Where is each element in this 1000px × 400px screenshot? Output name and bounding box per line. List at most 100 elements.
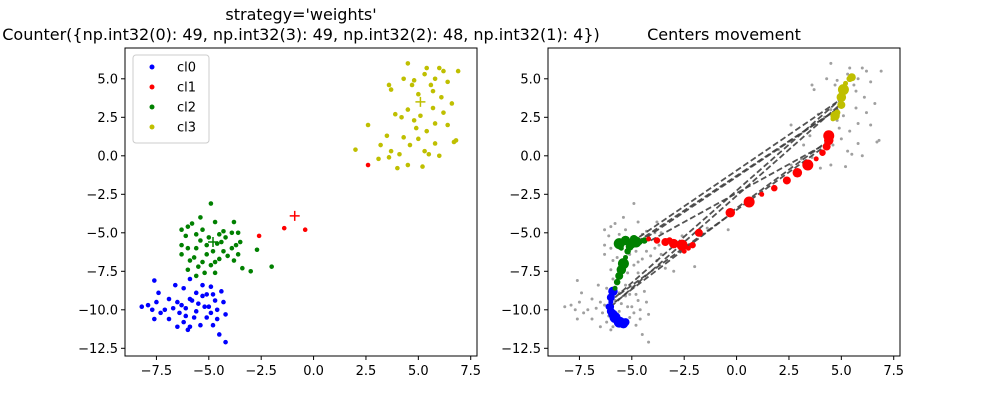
point-cl0 (183, 305, 189, 311)
point-cl3 (401, 135, 406, 140)
point-cl3 (416, 136, 421, 142)
point-cl3 (436, 153, 442, 159)
movement-line (645, 105, 842, 239)
background-point (603, 252, 607, 256)
point-cl0 (166, 316, 172, 322)
point-cl0 (181, 285, 186, 291)
background-point (605, 286, 609, 290)
point-cl0 (152, 316, 157, 322)
point-cl2 (216, 232, 222, 237)
background-point (860, 154, 864, 158)
background-point (854, 106, 858, 110)
point-cl3 (384, 133, 390, 139)
point-cl0 (204, 292, 210, 297)
background-point (617, 232, 621, 236)
y-tick-label: −12.5 (501, 342, 541, 357)
y-tick-label: −12.5 (78, 342, 118, 357)
background-point (580, 291, 584, 295)
point-cl3 (376, 156, 381, 162)
point-cl3 (407, 142, 413, 148)
point-cl2 (200, 227, 205, 233)
background-point (607, 234, 611, 238)
background-point (611, 277, 615, 281)
background-point (609, 225, 613, 229)
point-cl3 (441, 110, 446, 115)
point-cl0 (223, 339, 228, 345)
point-cl0 (156, 290, 161, 296)
background-point (852, 83, 856, 87)
point-cl2 (193, 232, 199, 237)
point-cl2 (210, 248, 216, 254)
point-cl3 (405, 61, 411, 66)
background-point (657, 243, 661, 247)
point-cl0 (216, 332, 222, 337)
point-cl0 (223, 312, 228, 317)
y-tick-label: 0.0 (520, 149, 541, 164)
legend-marker-cl1 (149, 84, 155, 90)
background-point (655, 220, 659, 224)
point-cl3 (386, 155, 392, 160)
point-cl2 (237, 239, 243, 245)
point-cl2 (269, 264, 274, 269)
point-cl0 (210, 292, 216, 297)
background-point (833, 83, 837, 87)
x-tick-label: −7.5 (141, 364, 173, 379)
background-point (808, 134, 812, 138)
center-position (792, 167, 803, 178)
point-cl3 (416, 91, 421, 97)
point-cl3 (378, 142, 383, 148)
point-cl2 (204, 242, 210, 248)
background-point (626, 271, 630, 275)
background-point (575, 279, 579, 283)
background-point (609, 328, 613, 332)
point-cl2 (185, 267, 191, 273)
point-cl0 (170, 305, 176, 311)
point-cl2 (221, 228, 226, 234)
background-point (609, 246, 613, 250)
background-point (638, 308, 642, 312)
point-cl3 (418, 113, 423, 119)
x-tick-label: 0.0 (303, 364, 324, 379)
point-cl0 (208, 284, 214, 290)
point-cl0 (179, 302, 184, 308)
background-point (636, 220, 640, 224)
background-point (647, 312, 651, 316)
background-point (846, 149, 850, 153)
point-cl3 (422, 71, 427, 77)
point-cl3 (436, 65, 442, 71)
background-point (831, 143, 835, 147)
background-point (873, 101, 877, 105)
point-cl2 (204, 252, 210, 257)
background-point (624, 228, 628, 232)
background-point (600, 311, 604, 315)
x-tick-label: 0.0 (726, 364, 747, 379)
background-point (829, 108, 833, 112)
background-point (877, 138, 881, 142)
background-point (594, 306, 598, 310)
center-position (823, 130, 835, 142)
point-cl0 (193, 290, 199, 296)
point-cl3 (422, 148, 427, 154)
point-cl2 (198, 238, 203, 243)
point-cl2 (254, 247, 260, 253)
point-cl3 (432, 76, 438, 82)
point-cl3 (392, 111, 398, 117)
right-panel: −7.5 −5.0 −2.5 0.0 2.5 5.0 7.5 5.0 2.5 0.0 −2.5 −5.… (501, 25, 904, 379)
point-cl3 (439, 94, 444, 100)
point-cl0 (196, 301, 201, 306)
background-point (802, 143, 806, 147)
point-cl0 (166, 296, 172, 302)
background-point (856, 141, 860, 145)
background-point (653, 246, 657, 250)
x-tick-label: −7.5 (564, 364, 596, 379)
center-position (847, 73, 856, 82)
background-point (640, 332, 644, 336)
background-point (649, 254, 653, 258)
point-cl0 (198, 322, 203, 328)
movement-line (618, 145, 826, 296)
center-marker-cl2 (208, 237, 218, 248)
background-point (636, 260, 640, 264)
background-point (860, 66, 864, 70)
point-cl3 (424, 65, 430, 71)
